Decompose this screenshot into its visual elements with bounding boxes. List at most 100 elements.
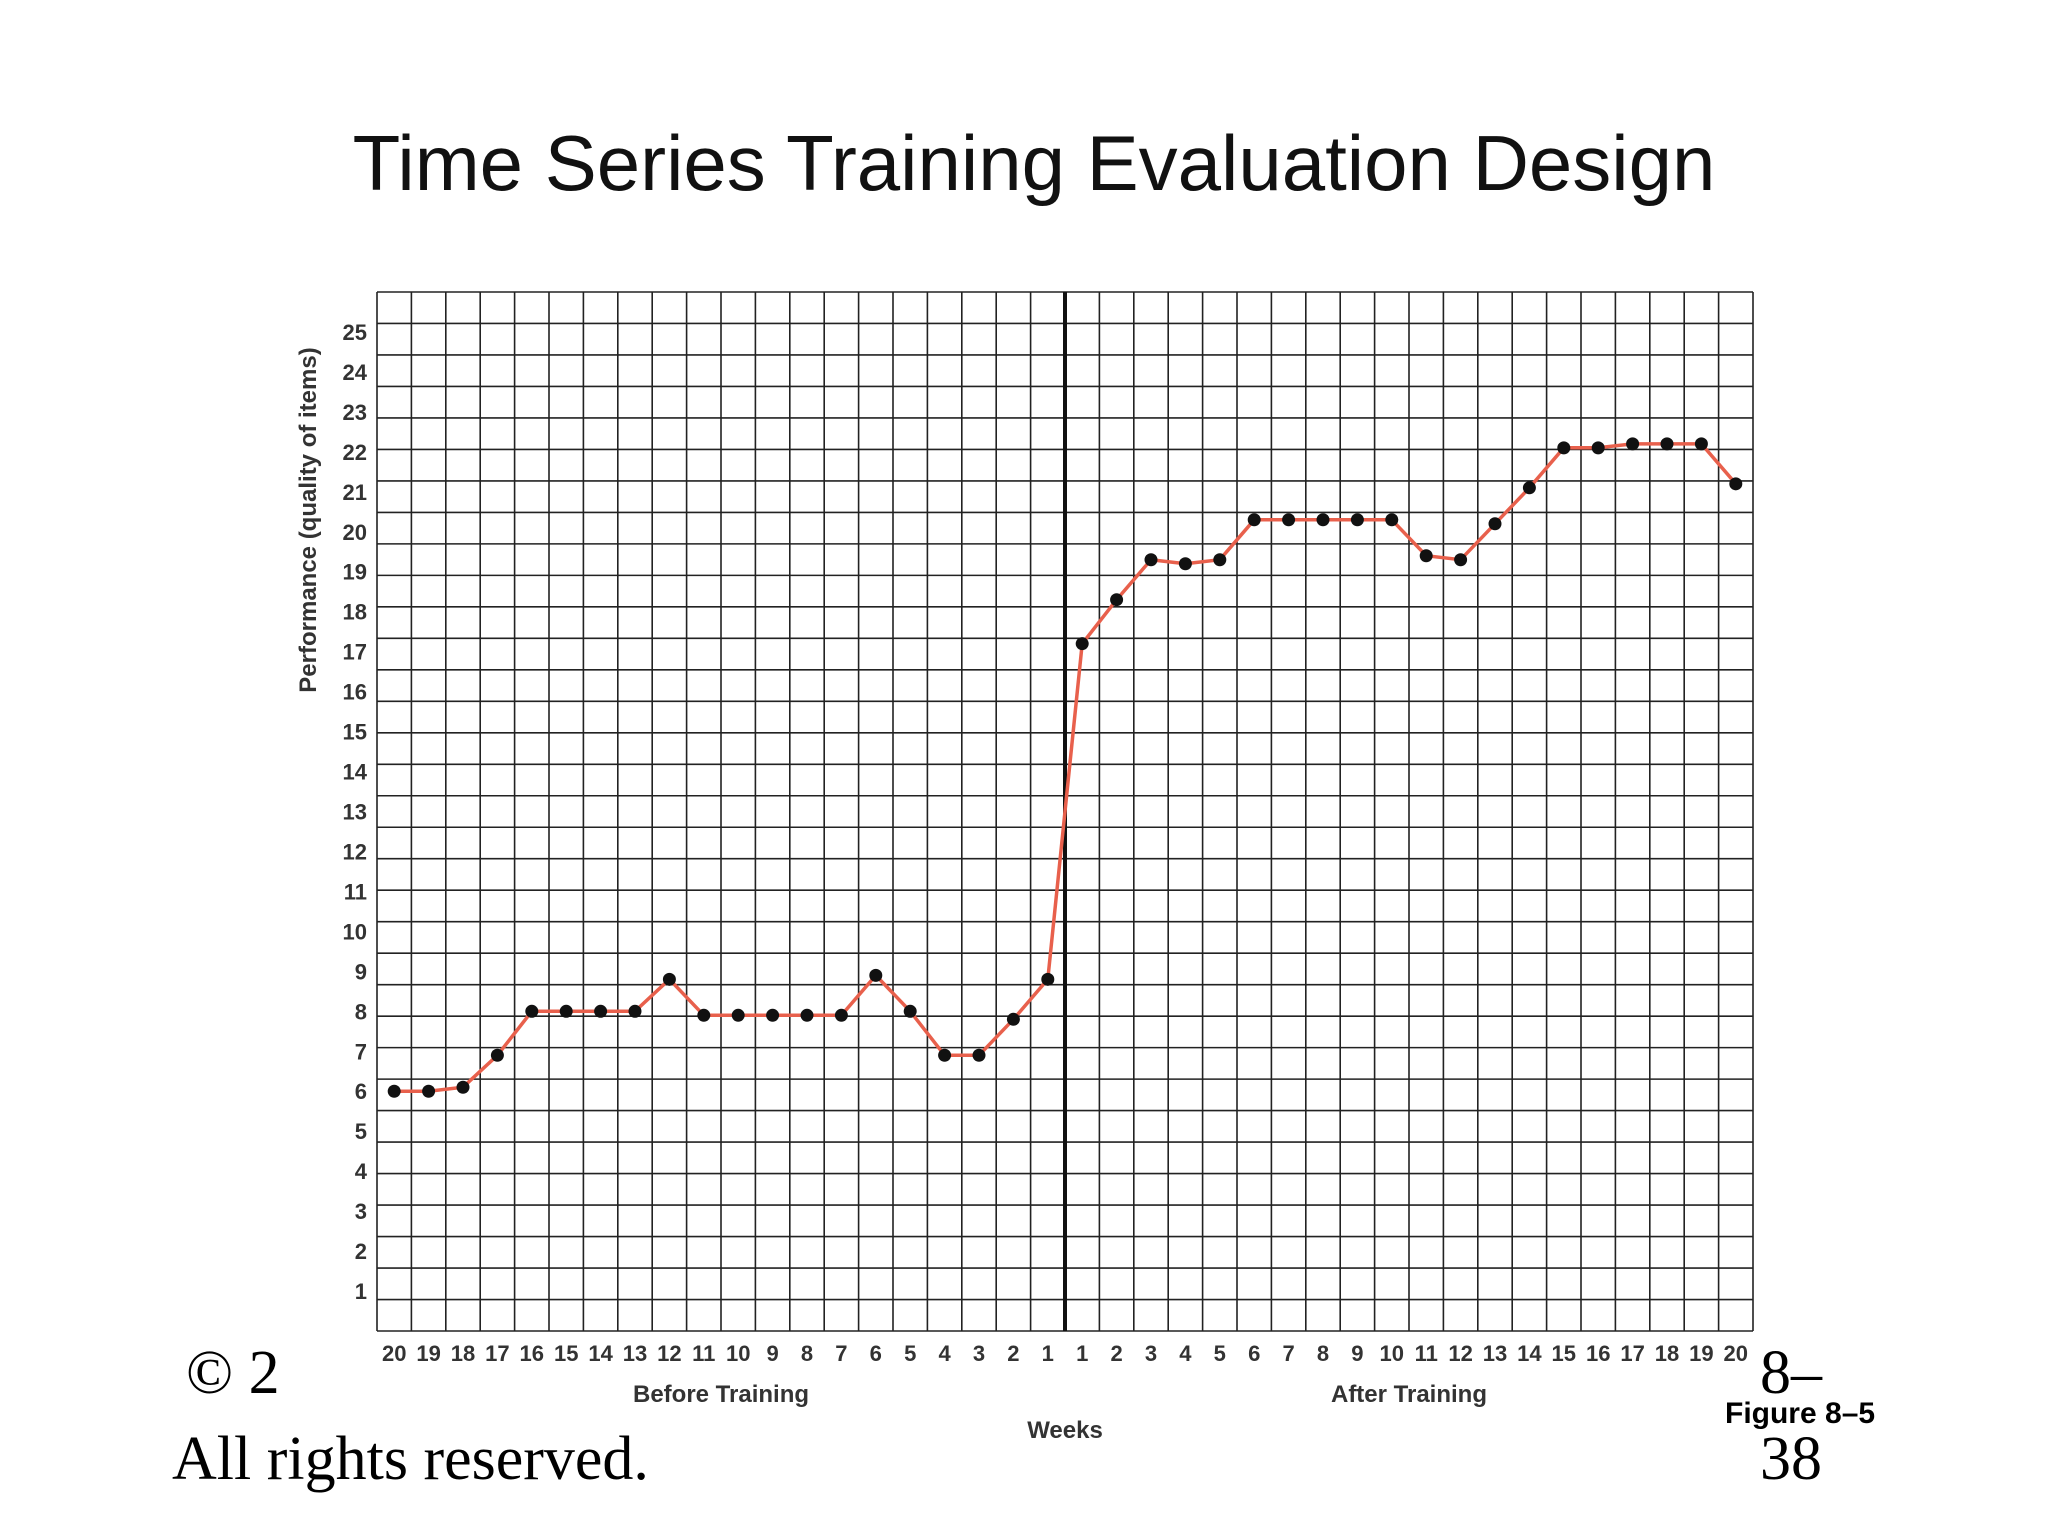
copyright-text: © 2 <box>186 1339 280 1407</box>
x-tick-label: 14 <box>1517 1341 1542 1366</box>
data-point <box>731 1008 745 1022</box>
data-point <box>903 1004 917 1018</box>
x-tick-label: 2 <box>1110 1341 1122 1366</box>
x-tick-label: 7 <box>835 1341 847 1366</box>
data-point <box>594 1004 608 1018</box>
x-tick-label: 18 <box>451 1341 475 1366</box>
x-tick-label: 14 <box>588 1341 613 1366</box>
data-point <box>628 1004 642 1018</box>
x-tick-label: 15 <box>1552 1341 1576 1366</box>
x-tick-label: 13 <box>1483 1341 1507 1366</box>
y-tick-label: 20 <box>343 520 367 545</box>
x-tick-label: 8 <box>801 1341 813 1366</box>
rights-text: All rights reserved. <box>172 1425 649 1493</box>
data-point <box>1454 553 1468 567</box>
y-axis-label: Performance (quality of items) <box>295 347 322 692</box>
y-tick-label: 8 <box>355 999 367 1024</box>
data-point <box>697 1008 711 1022</box>
y-tick-label: 12 <box>343 839 367 864</box>
data-point <box>1110 593 1124 607</box>
x-tick-label: 10 <box>726 1341 750 1366</box>
x-tick-label: 7 <box>1282 1341 1294 1366</box>
data-point <box>1247 513 1261 527</box>
y-tick-label: 24 <box>343 360 368 385</box>
y-tick-label: 23 <box>343 400 367 425</box>
y-tick-label: 18 <box>343 600 367 625</box>
x-tick-label: 1 <box>1042 1341 1054 1366</box>
data-point <box>1591 441 1605 455</box>
x-tick-label: 9 <box>1351 1341 1363 1366</box>
data-point <box>972 1048 986 1062</box>
data-point <box>1488 517 1502 531</box>
data-point <box>1557 441 1571 455</box>
y-tick-label: 19 <box>343 560 367 585</box>
data-point <box>1178 557 1192 571</box>
data-point <box>1075 637 1089 651</box>
x-tick-label: 16 <box>1586 1341 1610 1366</box>
x-tick-label: 17 <box>1620 1341 1644 1366</box>
x-tick-label: 15 <box>554 1341 578 1366</box>
x-tick-label: 4 <box>1179 1341 1192 1366</box>
data-point <box>662 972 676 986</box>
x-axis-label: Weeks <box>1027 1417 1103 1444</box>
y-tick-label: 22 <box>343 440 367 465</box>
x-tick-label: 10 <box>1380 1341 1404 1366</box>
data-point <box>1282 513 1296 527</box>
data-point <box>1144 553 1158 567</box>
x-tick-label: 19 <box>416 1341 440 1366</box>
x-tick-label: 6 <box>870 1341 882 1366</box>
data-point <box>456 1080 470 1094</box>
data-point <box>938 1048 952 1062</box>
x-tick-label: 18 <box>1655 1341 1679 1366</box>
group-label-before-training: Before Training <box>633 1381 809 1408</box>
data-point <box>1419 549 1433 563</box>
x-tick-label: 1 <box>1076 1341 1088 1366</box>
x-tick-labels: 20 19 18 17 16 15 14 13 12 11 10 9 8 7 6 5 4 3 2 1 1 2 3 4 5 6 7 8 9… <box>382 1341 1748 1366</box>
x-tick-label: 6 <box>1248 1341 1260 1366</box>
x-tick-label: 11 <box>1415 1341 1438 1366</box>
data-point <box>1660 437 1674 451</box>
x-tick-label: 5 <box>1214 1341 1226 1366</box>
y-tick-label: 17 <box>343 640 367 665</box>
x-tick-label: 17 <box>485 1341 509 1366</box>
data-point <box>1694 437 1708 451</box>
y-tick-label: 13 <box>343 800 367 825</box>
data-point <box>1041 972 1055 986</box>
figure-label: Figure 8–5 <box>1725 1397 1876 1430</box>
x-tick-label: 12 <box>657 1341 681 1366</box>
y-tick-label: 21 <box>343 480 367 505</box>
data-point <box>1385 513 1399 527</box>
x-tick-label: 12 <box>1448 1341 1472 1366</box>
x-tick-label: 4 <box>938 1341 951 1366</box>
data-point <box>1626 437 1640 451</box>
data-point <box>1350 513 1364 527</box>
slide-title: Time Series Training Evaluation Design <box>352 119 1716 207</box>
data-point <box>387 1084 401 1098</box>
y-tick-labels: 1234567891011121314151617181920212223242… <box>343 320 368 1304</box>
data-point <box>869 968 883 982</box>
data-point <box>1213 553 1227 567</box>
data-point <box>559 1004 573 1018</box>
data-point <box>766 1008 780 1022</box>
x-tick-label: 20 <box>382 1341 406 1366</box>
data-point <box>422 1084 436 1098</box>
data-point <box>1316 513 1330 527</box>
x-tick-label: 2 <box>1007 1341 1019 1366</box>
y-tick-label: 2 <box>355 1239 367 1264</box>
x-tick-label: 5 <box>904 1341 916 1366</box>
x-tick-label: 19 <box>1689 1341 1713 1366</box>
page-number-bottom: 38 <box>1760 1425 1822 1493</box>
y-tick-label: 10 <box>343 919 367 944</box>
y-tick-label: 9 <box>355 959 367 984</box>
series-line <box>394 442 1738 1093</box>
x-tick-label: 8 <box>1317 1341 1329 1366</box>
y-tick-label: 25 <box>343 320 367 345</box>
y-tick-label: 11 <box>344 879 367 904</box>
data-point <box>1006 1012 1020 1026</box>
data-point <box>1522 481 1536 495</box>
data-point <box>525 1004 539 1018</box>
x-tick-label: 11 <box>692 1341 715 1366</box>
data-point <box>834 1008 848 1022</box>
y-tick-label: 16 <box>343 680 367 705</box>
